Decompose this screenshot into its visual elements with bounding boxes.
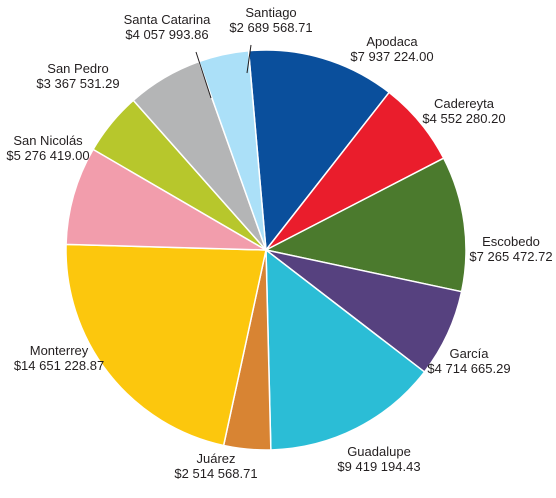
slice-labels: Apodaca $7 937 224.00 Cadereyta $4 552 280.… (6, 5, 552, 481)
slice-label-santiago: Santiago $2 689 568.71 (229, 5, 312, 35)
slice-label-san-pedro: San Pedro $3 367 531.29 (36, 61, 119, 91)
slice-label-value: $7 265 472.72 (469, 249, 552, 264)
leader-lines (195, 44, 252, 99)
slice-label-value: $2 514 568.71 (174, 466, 257, 481)
slice-label-garcia: García $4 714 665.29 (427, 346, 510, 376)
slice-label-monterrey: Monterrey $14 651 228.87 (14, 343, 104, 373)
pie-slices (65, 49, 467, 451)
slice-label-escobedo: Escobedo $7 265 472.72 (469, 234, 552, 264)
slice-label-name: Cadereyta (434, 96, 495, 111)
slice-label-cadereyta: Cadereyta $4 552 280.20 (422, 96, 505, 126)
pie-slice-apodaca (247, 49, 391, 252)
slice-label-juarez: Juárez $2 514 568.71 (174, 451, 257, 481)
slice-label-name: San Nicolás (13, 133, 83, 148)
leader-line-santiago (246, 44, 252, 74)
pie-slice-monterrey (65, 243, 267, 447)
slice-label-name: Santa Catarina (124, 12, 211, 27)
slice-label-santa-catarina: Santa Catarina $4 057 993.86 (124, 12, 211, 42)
slice-label-value: $3 367 531.29 (36, 76, 119, 91)
slice-label-name: Santiago (245, 5, 296, 20)
pie-slice-escobedo (263, 157, 467, 293)
slice-label-value: $4 552 280.20 (422, 111, 505, 126)
slice-label-name: Juárez (196, 451, 235, 466)
pie-slice-san-nicolas (65, 148, 267, 251)
slice-label-name: San Pedro (47, 61, 108, 76)
slice-label-name: Apodaca (366, 34, 418, 49)
slice-label-value: $7 937 224.00 (350, 49, 433, 64)
slice-label-value: $4 057 993.86 (125, 27, 208, 42)
slice-label-value: $4 714 665.29 (427, 361, 510, 376)
pie-slice-guadalupe (265, 248, 426, 451)
slice-label-value: $14 651 228.87 (14, 358, 104, 373)
slice-label-value: $9 419 194.43 (337, 459, 420, 474)
slice-label-name: Guadalupe (347, 444, 411, 459)
slice-label-san-nicolas: San Nicolás $5 276 419.00 (6, 133, 89, 163)
slice-label-name: Monterrey (30, 343, 89, 358)
slice-label-name: García (449, 346, 489, 361)
slice-label-value: $2 689 568.71 (229, 20, 312, 35)
slice-label-value: $5 276 419.00 (6, 148, 89, 163)
slice-label-name: Escobedo (482, 234, 540, 249)
slice-label-apodaca: Apodaca $7 937 224.00 (350, 34, 433, 64)
leader-line-santa-catarina (195, 51, 212, 99)
slice-label-guadalupe: Guadalupe $9 419 194.43 (337, 444, 420, 474)
